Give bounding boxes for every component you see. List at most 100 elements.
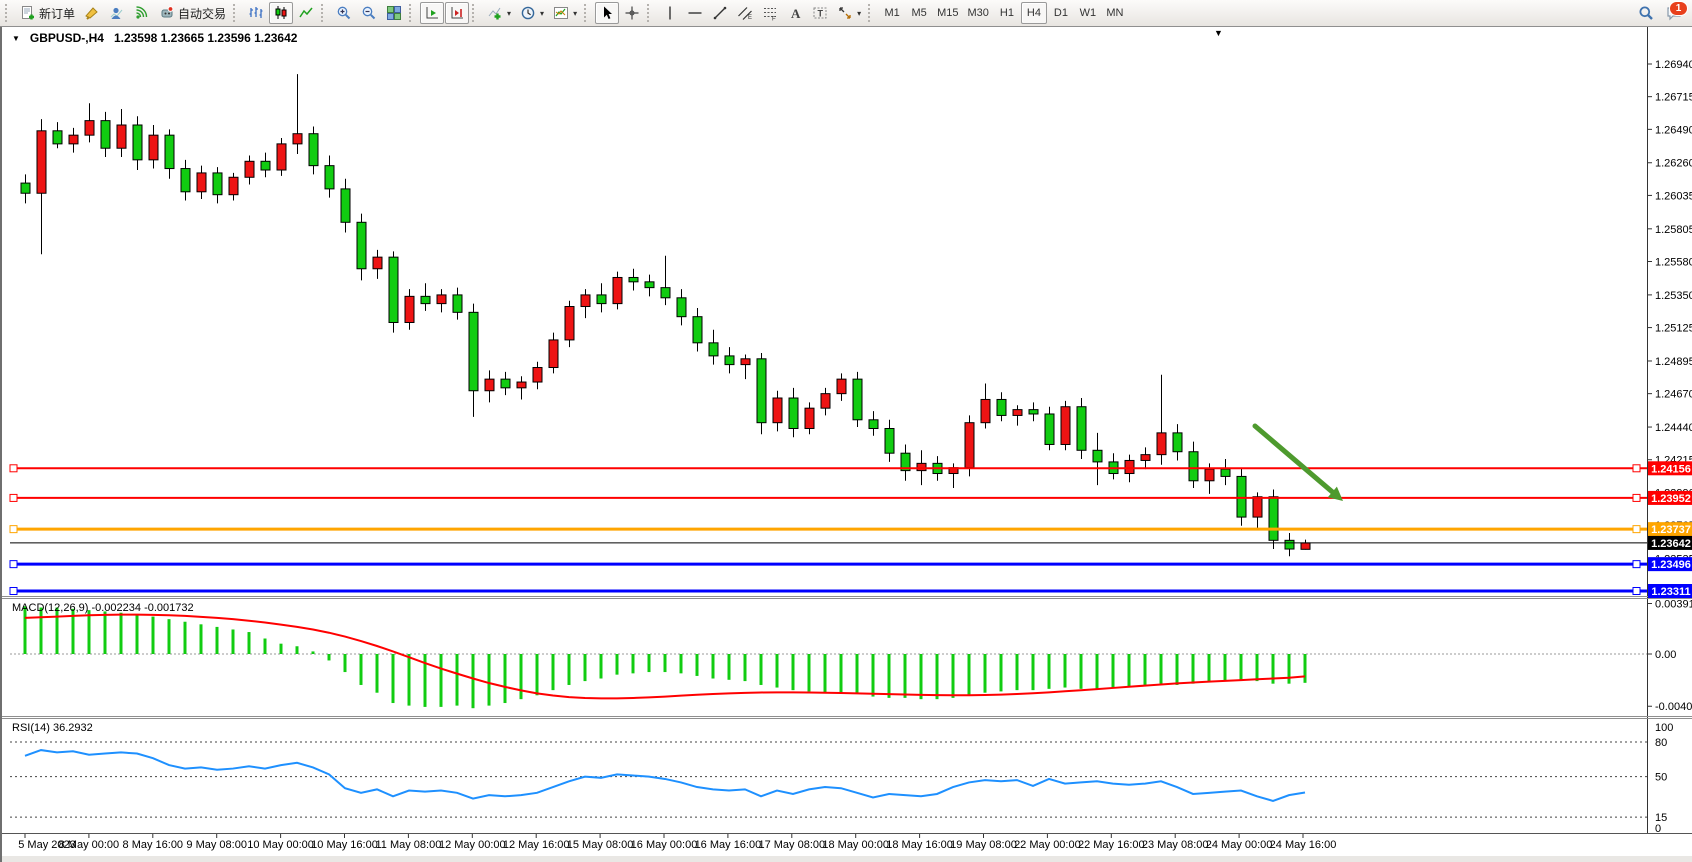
crosshair-button[interactable]	[620, 2, 644, 24]
line-handle[interactable]	[1632, 525, 1641, 534]
line-handle[interactable]	[9, 464, 18, 473]
dropdown-arrow-icon[interactable]: ▾	[573, 8, 578, 18]
macd-histogram-bar	[535, 654, 539, 696]
timeframe-d1-button[interactable]: D1	[1048, 2, 1074, 24]
new-order-button[interactable]: 新订单	[16, 2, 79, 24]
timeframe-m5-button[interactable]: M5	[906, 2, 932, 24]
toolbar-grip[interactable]	[233, 4, 240, 22]
toolbar-grip[interactable]	[868, 4, 875, 22]
candle	[1204, 468, 1215, 482]
line-chart-icon	[299, 7, 313, 18]
signal-button[interactable]	[130, 2, 154, 24]
toolbar-grip[interactable]	[409, 4, 416, 22]
candle	[692, 316, 703, 344]
trend-arrow[interactable]	[1252, 423, 1343, 501]
timeframe-m30-button[interactable]: M30	[964, 2, 993, 24]
line-handle[interactable]	[1632, 464, 1641, 473]
toolbar-grip[interactable]	[5, 4, 12, 22]
toolbar-group-3	[420, 2, 470, 24]
timeframe-m15-button[interactable]: M15	[933, 2, 962, 24]
line-handle[interactable]	[9, 587, 18, 596]
chart-symbol-period: GBPUSD-,H4	[29, 31, 104, 45]
candle	[900, 452, 911, 472]
search-button[interactable]	[1634, 2, 1658, 24]
macd-histogram-bar	[727, 654, 731, 680]
horizontal-line-button[interactable]	[683, 2, 707, 24]
macd-histogram-bar	[391, 654, 395, 704]
line-handle[interactable]	[9, 525, 18, 534]
timeframe-h1-button[interactable]: H1	[994, 2, 1020, 24]
svg-text:50: 50	[1655, 772, 1667, 784]
line-handle[interactable]	[1632, 560, 1641, 569]
dropdown-arrow-icon[interactable]: ▾	[540, 8, 545, 18]
arrows-button[interactable]: ▾	[833, 2, 865, 24]
candle	[164, 134, 175, 170]
chat-button[interactable]: 1	[1662, 1, 1688, 24]
candle	[1252, 496, 1263, 518]
toolbar-grip[interactable]	[584, 4, 591, 22]
indicators-button[interactable]: ▾	[483, 2, 515, 24]
hline-objects[interactable]	[9, 464, 1647, 596]
chart-canvas[interactable]: 1.26940 1.26715 1.26490 1.26260 1.26035 1.258…	[2, 27, 1692, 862]
toolbar-grip[interactable]	[647, 4, 654, 22]
line-handle[interactable]	[9, 493, 18, 502]
candle	[500, 378, 511, 389]
auto-trading-icon	[161, 6, 174, 18]
timeframe-h4-button[interactable]: H4	[1020, 2, 1047, 24]
timeframe-m1-button[interactable]: M1	[879, 2, 905, 24]
auto-trading-button[interactable]: 自动交易	[155, 2, 230, 24]
time-label: 10 May 16:00	[311, 839, 378, 851]
profile-chart-button[interactable]	[105, 2, 129, 24]
vertical-line-button[interactable]	[658, 2, 682, 24]
candle	[372, 256, 383, 270]
candle	[676, 297, 687, 318]
macd-histogram-bar	[1207, 654, 1211, 683]
timeframe-mn-button[interactable]: MN	[1102, 2, 1128, 24]
macd-histogram-bar	[1127, 654, 1131, 687]
toolbar-grip[interactable]	[472, 4, 479, 22]
macd-histogram-bar	[1095, 654, 1099, 689]
bar-chart-button[interactable]	[244, 2, 268, 24]
chart-shift-button[interactable]	[445, 2, 470, 24]
toolbar-group-4: ▾ ▾ ▾	[483, 2, 581, 24]
time-label: 22 May 16:00	[1078, 839, 1145, 851]
text-label-button[interactable]: T	[808, 2, 832, 24]
macd-histogram-bar	[199, 624, 203, 654]
price-axis[interactable]: 1.26940 1.26715 1.26490 1.26260 1.26035 1.258…	[1648, 59, 1692, 565]
line-chart-button[interactable]	[294, 2, 318, 24]
symbol-dropdown-icon[interactable]: ▼	[12, 33, 20, 43]
cursor-button[interactable]	[595, 2, 620, 24]
toolbar-grip[interactable]	[321, 4, 328, 22]
channel-button[interactable]: E	[733, 2, 757, 24]
line-handle[interactable]	[1632, 493, 1641, 502]
dropdown-arrow-icon[interactable]: ▾	[507, 8, 512, 18]
auto-scroll-button[interactable]	[420, 2, 445, 24]
periods-button[interactable]: ▾	[516, 2, 548, 24]
text-button[interactable]: A	[783, 2, 807, 24]
candlestick-button[interactable]	[269, 2, 294, 24]
time-label: 17 May 08:00	[758, 839, 825, 851]
dropdown-arrow-icon[interactable]: ▾	[857, 8, 862, 18]
candle	[596, 294, 607, 305]
macd-histogram-bar	[599, 654, 603, 679]
fibonacci-button[interactable]: F	[758, 2, 782, 24]
zoom-in-button[interactable]	[332, 2, 356, 24]
new-order-label: 新订单	[39, 6, 76, 21]
zoom-out-button[interactable]	[357, 2, 381, 24]
candles	[20, 74, 1311, 557]
tile-windows-button[interactable]	[382, 2, 406, 24]
candle	[20, 182, 31, 194]
macd-histogram-bar	[375, 654, 379, 693]
line-handle[interactable]	[1632, 587, 1641, 596]
macd-histogram-bar	[503, 654, 507, 704]
templates-button[interactable]: ▾	[549, 2, 581, 24]
trendline-button[interactable]	[708, 2, 732, 24]
line-handle[interactable]	[9, 560, 18, 569]
timeframe-w1-button[interactable]: W1	[1075, 2, 1101, 24]
svg-text:0.003914: 0.003914	[1655, 598, 1692, 610]
megaphone-button[interactable]	[80, 2, 104, 24]
candle	[980, 398, 991, 424]
macd-histogram-bar	[23, 606, 27, 654]
